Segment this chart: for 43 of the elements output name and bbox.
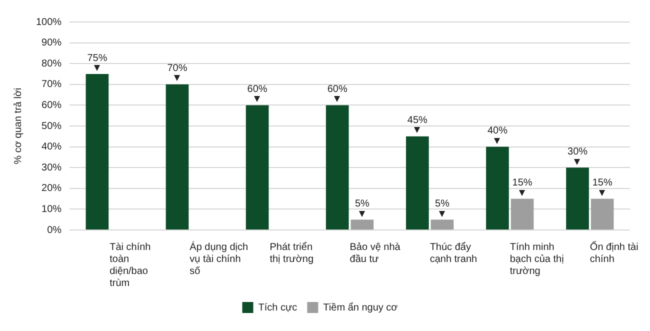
y-tick-label: 70%: [42, 79, 62, 90]
y-tick-label: 10%: [42, 204, 62, 215]
y-tick-label: 90%: [42, 38, 62, 49]
x-tick-label: Thúc đẩy cạnh tranh: [430, 240, 478, 265]
bar: [510, 198, 534, 230]
bar: [326, 105, 349, 230]
data-label: 30%: [568, 146, 588, 158]
x-tick-label: Bảo vệ nhà đầu tư: [350, 242, 401, 265]
bar: [486, 146, 509, 230]
y-tick-label: 50%: [42, 120, 62, 132]
y-tick-label: 0%: [47, 224, 62, 236]
x-tick-label: Tính minh bạch của thị trường: [510, 242, 564, 277]
data-label: 45%: [407, 115, 428, 126]
y-tick-label: 20%: [42, 183, 62, 194]
data-label: 70%: [167, 63, 188, 74]
bar: [566, 168, 589, 230]
data-label: 60%: [327, 84, 348, 95]
x-tick-label: Ổn định tài chính: [590, 240, 638, 265]
data-label: 75%: [87, 52, 108, 64]
y-tick-label: 60%: [42, 100, 62, 111]
bar: [86, 74, 109, 230]
x-tick-label: Áp dụng dịch vụ tài chính số: [190, 240, 248, 277]
data-label: 15%: [512, 178, 532, 189]
bar: [590, 198, 614, 230]
data-label: 5%: [434, 198, 450, 210]
bar: [430, 220, 454, 230]
data-label: 60%: [247, 84, 268, 95]
data-label: 5%: [354, 198, 370, 210]
y-tick-label: 30%: [42, 162, 62, 174]
y-tick-label: 40%: [42, 142, 62, 153]
x-tick-label: Tài chính toàn diện/bao trùm: [110, 242, 151, 289]
y-tick-label: 80%: [42, 58, 62, 70]
legend-label: Tích cực: [258, 302, 298, 314]
legend-label: Tiềm ẩn nguy cơ: [323, 301, 398, 314]
bar: [406, 136, 429, 230]
x-tick-label: Phát triển thị trường: [270, 240, 314, 265]
bar: [350, 220, 374, 230]
bar: [246, 105, 269, 230]
bar: [166, 84, 189, 230]
y-tick-label: 100%: [36, 16, 62, 28]
data-label: 15%: [592, 178, 612, 189]
data-label: 40%: [487, 126, 508, 137]
y-axis-title: % cơ quan trả lời: [12, 88, 24, 164]
